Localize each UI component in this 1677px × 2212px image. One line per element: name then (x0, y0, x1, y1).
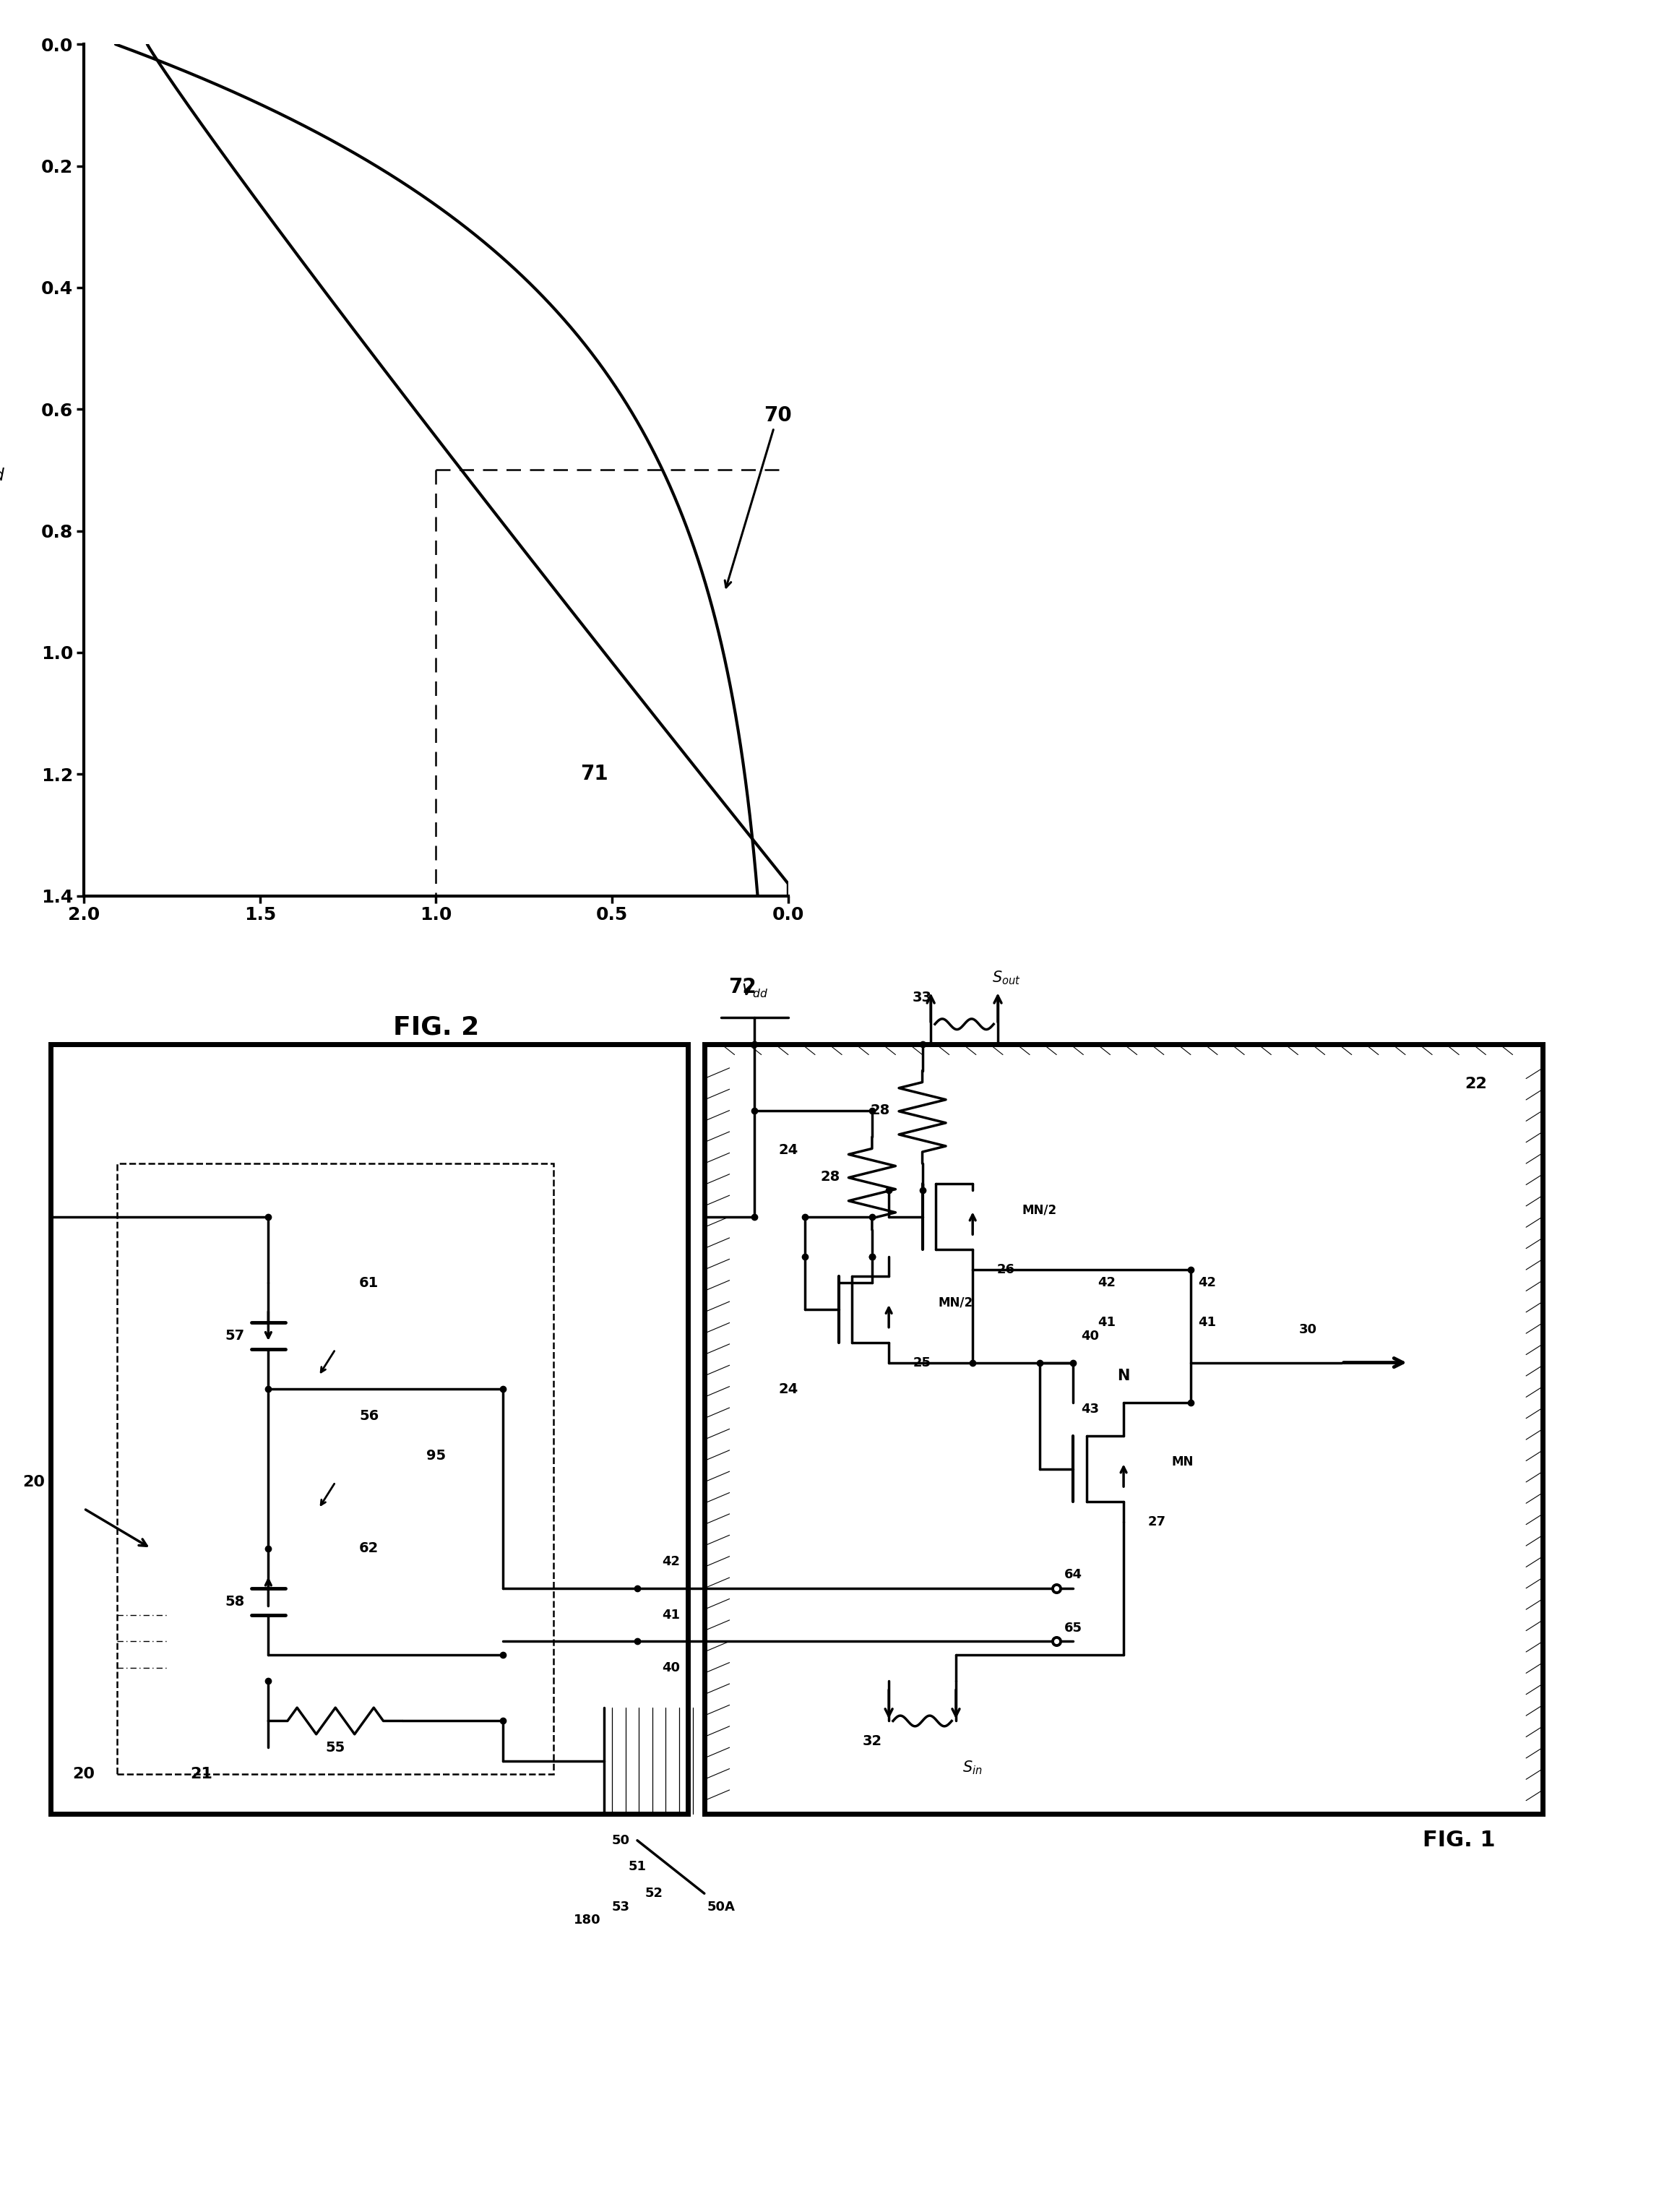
Text: 53: 53 (612, 1900, 629, 1913)
Text: 62: 62 (359, 1542, 379, 1555)
Text: 30: 30 (1300, 1323, 1316, 1336)
Text: 42: 42 (1098, 1276, 1115, 1290)
Text: 51: 51 (629, 1860, 646, 1874)
Text: 40: 40 (662, 1661, 679, 1674)
Text: 42: 42 (662, 1555, 679, 1568)
Text: 24: 24 (778, 1382, 798, 1396)
Text: 28: 28 (870, 1104, 890, 1117)
Text: 72: 72 (728, 978, 756, 998)
Text: 33: 33 (912, 991, 932, 1004)
Text: 70: 70 (724, 405, 792, 588)
Text: 40: 40 (1082, 1329, 1098, 1343)
Text: 42: 42 (1199, 1276, 1216, 1290)
Text: 28: 28 (820, 1170, 840, 1183)
Text: 95: 95 (426, 1449, 446, 1462)
Text: 25: 25 (914, 1356, 931, 1369)
Text: $S_{in}$: $S_{in}$ (963, 1759, 983, 1776)
Text: 24: 24 (778, 1144, 798, 1157)
Text: 71: 71 (580, 763, 609, 785)
Text: 50A: 50A (708, 1900, 735, 1913)
Text: 41: 41 (662, 1608, 679, 1621)
Text: 27: 27 (1149, 1515, 1166, 1528)
Text: MN: MN (1171, 1455, 1194, 1469)
Text: $S_{out}$: $S_{out}$ (991, 969, 1021, 987)
Text: 20: 20 (22, 1475, 45, 1489)
Bar (50, 1044, 688, 1814)
Text: 180: 180 (574, 1913, 600, 1927)
Text: 64: 64 (1065, 1568, 1082, 1582)
Text: FIG. 1: FIG. 1 (1422, 1829, 1496, 1851)
Text: $\mathit{I_d}$: $\mathit{I_d}$ (0, 458, 5, 482)
Text: 41: 41 (1098, 1316, 1115, 1329)
Text: $V_{dd}$: $V_{dd}$ (741, 982, 768, 1000)
Text: 43: 43 (1082, 1402, 1098, 1416)
Text: MN/2: MN/2 (1023, 1203, 1057, 1217)
Bar (117, 1164, 553, 1774)
Text: 55: 55 (325, 1741, 345, 1754)
Text: 50: 50 (612, 1834, 629, 1847)
Text: 61: 61 (359, 1276, 379, 1290)
Text: FIG. 2: FIG. 2 (392, 1015, 480, 1040)
Text: 58: 58 (225, 1595, 245, 1608)
Bar (704, 1044, 1543, 1814)
Text: 41: 41 (1199, 1316, 1216, 1329)
Text: MN/2: MN/2 (939, 1296, 973, 1310)
Text: 56: 56 (359, 1409, 379, 1422)
Text: 52: 52 (646, 1887, 662, 1900)
Text: 22: 22 (1464, 1077, 1487, 1091)
Text: 57: 57 (225, 1329, 245, 1343)
Text: 21: 21 (190, 1767, 213, 1781)
Text: 20: 20 (72, 1767, 96, 1781)
Text: 26: 26 (998, 1263, 1015, 1276)
Text: N: N (1117, 1369, 1130, 1382)
Text: 65: 65 (1065, 1621, 1082, 1635)
Text: 32: 32 (862, 1734, 882, 1747)
